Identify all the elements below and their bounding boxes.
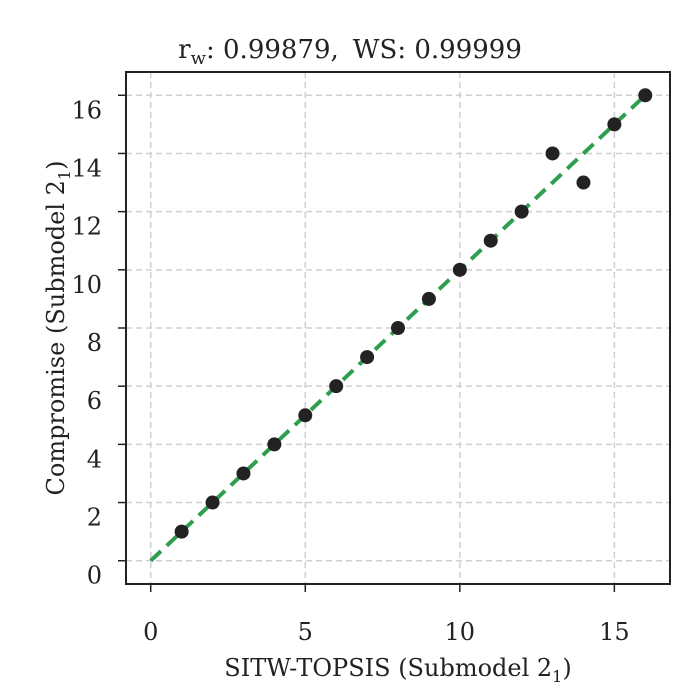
y-tick-label: 2 <box>87 504 102 532</box>
title-r-label: r <box>178 35 191 65</box>
y-axis-label: Compromise (Submodel 21) <box>42 161 74 496</box>
data-point <box>514 204 529 219</box>
data-point <box>236 466 251 481</box>
x-axis-label-subscript: 1 <box>552 667 562 686</box>
x-tick-label: 0 <box>143 618 158 646</box>
y-tick-label: 14 <box>71 154 102 182</box>
data-point <box>298 408 313 423</box>
data-point <box>638 88 653 103</box>
data-point <box>545 146 560 161</box>
title-ws-value: WS: 0.99999 <box>353 35 522 65</box>
x-axis-label: SITW-TOPSIS (Submodel 21) <box>224 654 571 686</box>
data-points <box>174 88 653 539</box>
data-point <box>174 524 189 539</box>
data-point <box>452 262 467 277</box>
x-axis-ticks: 0 5 10 15 <box>143 584 630 646</box>
x-axis-label-text: SITW-TOPSIS (Submodel 2 <box>224 654 552 682</box>
data-point <box>391 321 405 335</box>
y-tick-label: 4 <box>87 445 102 473</box>
y-axis-label-close: ) <box>42 161 70 170</box>
grid-lines <box>126 72 670 584</box>
y-tick-label: 6 <box>87 387 102 415</box>
x-axis-label-close: ) <box>562 654 571 682</box>
chart-title: rw: 0.99879, WS: 0.99999 <box>178 35 522 69</box>
x-tick-label: 15 <box>599 618 630 646</box>
x-tick-label: 5 <box>298 618 313 646</box>
y-tick-label: 16 <box>71 96 102 124</box>
data-point <box>576 175 591 190</box>
data-point <box>421 291 436 306</box>
data-point <box>483 233 498 248</box>
data-point <box>267 437 282 452</box>
y-tick-label: 10 <box>71 271 102 299</box>
y-tick-label: 8 <box>87 329 102 357</box>
x-tick-label: 10 <box>445 618 476 646</box>
data-point <box>329 379 344 394</box>
y-tick-label: 0 <box>87 562 102 590</box>
y-axis-ticks: 0 2 4 6 8 10 12 14 16 <box>71 94 126 590</box>
title-r-subscript: w <box>191 48 207 69</box>
data-point <box>607 117 622 132</box>
title-r-value: : 0.99879, <box>206 35 339 65</box>
data-point <box>360 350 375 365</box>
data-point <box>205 495 220 510</box>
y-axis-label-text: Compromise (Submodel 2 <box>42 180 70 495</box>
y-axis-label-subscript: 1 <box>55 170 74 180</box>
y-tick-label: 12 <box>71 213 102 241</box>
